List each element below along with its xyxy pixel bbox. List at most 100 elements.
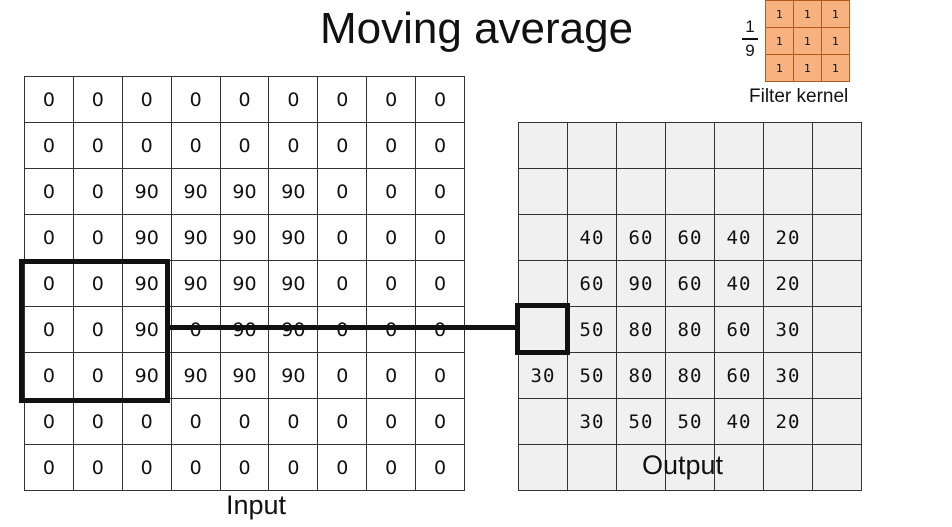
input-cell: 0 — [72, 122, 123, 169]
input-cell: 0 — [72, 260, 123, 307]
input-cell: 0 — [317, 168, 368, 215]
output-row: 30 50 50 40 20 — [518, 398, 862, 445]
output-cell: 60 — [665, 214, 715, 261]
output-cell: 40 — [714, 260, 764, 307]
output-cell — [616, 122, 666, 169]
output-row: 40 60 60 40 20 — [518, 214, 862, 261]
output-cell: 60 — [714, 306, 764, 353]
input-cell: 0 — [170, 122, 221, 169]
input-cell: 0 — [366, 214, 417, 261]
output-cell — [812, 122, 862, 169]
input-row: 0 0 90 90 90 90 0 0 0 — [24, 260, 466, 307]
output-cell: 60 — [616, 214, 666, 261]
input-cell: 0 — [415, 168, 466, 215]
input-cell: 0 — [170, 76, 221, 123]
input-cell: 0 — [366, 260, 417, 307]
input-cell: 0 — [268, 76, 319, 123]
output-cell: 80 — [665, 352, 715, 399]
input-cell: 90 — [170, 260, 221, 307]
kernel-cell: 1 — [765, 54, 794, 82]
input-row: 0 0 90 90 90 90 0 0 0 — [24, 214, 466, 261]
output-row: 30 50 80 80 60 30 — [518, 352, 862, 399]
input-cell: 0 — [170, 444, 221, 491]
kernel-cell: 1 — [793, 27, 822, 55]
input-cell: 90 — [170, 352, 221, 399]
input-cell: 0 — [121, 76, 172, 123]
input-cell: 0 — [268, 122, 319, 169]
output-cell: 20 — [763, 214, 813, 261]
output-cell: 30 — [763, 306, 813, 353]
input-cell: 90 — [268, 260, 319, 307]
output-label: Output — [642, 450, 724, 480]
output-cell — [518, 214, 568, 261]
output-cell: 30 — [763, 352, 813, 399]
input-cell: 0 — [24, 122, 74, 169]
input-cell: 90 — [121, 306, 172, 353]
input-cell: 0 — [24, 76, 74, 123]
input-cell: 0 — [24, 306, 74, 353]
input-cell: 0 — [121, 122, 172, 169]
connector-line — [168, 325, 517, 330]
input-cell: 0 — [366, 76, 417, 123]
input-cell: 90 — [170, 168, 221, 215]
output-cell: 80 — [616, 352, 666, 399]
input-cell: 0 — [72, 214, 123, 261]
output-grid: 40 60 60 40 20 60 90 60 40 20 50 80 80 60 30 30 50 80 80 60… — [518, 122, 862, 491]
output-row — [518, 168, 862, 215]
input-grid: 0 0 0 0 0 0 0 0 0 0 0 0 0 0 0 0 0 0 0 0 90 90 90 90 0 0 0 0 0 90 90 90 9… — [24, 76, 466, 491]
input-cell: 0 — [72, 352, 123, 399]
input-cell: 0 — [317, 444, 368, 491]
output-cell-highlight — [515, 303, 570, 355]
input-cell: 0 — [415, 122, 466, 169]
input-cell: 0 — [415, 352, 466, 399]
output-cell — [567, 122, 617, 169]
input-cell: 90 — [268, 352, 319, 399]
output-row: 60 90 60 40 20 — [518, 260, 862, 307]
input-cell: 0 — [317, 260, 368, 307]
output-cell: 40 — [714, 214, 764, 261]
input-cell: 90 — [268, 168, 319, 215]
input-cell: 90 — [121, 352, 172, 399]
input-cell: 90 — [219, 260, 270, 307]
input-window-highlight — [19, 259, 170, 403]
output-cell: 80 — [616, 306, 666, 353]
input-cell: 0 — [366, 352, 417, 399]
output-cell — [763, 168, 813, 215]
input-cell: 0 — [366, 444, 417, 491]
input-cell: 0 — [72, 398, 123, 445]
output-cell: 20 — [763, 398, 813, 445]
input-cell: 0 — [317, 122, 368, 169]
input-cell: 90 — [219, 168, 270, 215]
output-cell — [518, 398, 568, 445]
output-cell: 60 — [567, 260, 617, 307]
output-cell — [812, 398, 862, 445]
output-cell — [812, 444, 862, 491]
input-cell: 90 — [121, 168, 172, 215]
input-cell: 0 — [415, 76, 466, 123]
output-cell — [812, 306, 862, 353]
input-cell: 0 — [219, 122, 270, 169]
input-cell: 0 — [219, 444, 270, 491]
output-cell — [518, 444, 568, 491]
output-cell: 40 — [567, 214, 617, 261]
input-cell: 0 — [170, 398, 221, 445]
kernel-cell: 1 — [765, 0, 794, 28]
output-cell: 50 — [567, 306, 617, 353]
input-cell: 0 — [317, 76, 368, 123]
input-cell: 90 — [219, 352, 270, 399]
output-cell: 60 — [665, 260, 715, 307]
input-cell: 90 — [219, 214, 270, 261]
input-cell: 0 — [415, 444, 466, 491]
input-cell: 90 — [268, 214, 319, 261]
input-cell: 0 — [366, 168, 417, 215]
output-cell: 30 — [567, 398, 617, 445]
kernel-cell: 1 — [821, 0, 850, 28]
input-cell: 0 — [72, 306, 123, 353]
diagram-title: Moving average — [320, 4, 634, 53]
input-cell: 0 — [415, 398, 466, 445]
input-cell: 0 — [121, 398, 172, 445]
